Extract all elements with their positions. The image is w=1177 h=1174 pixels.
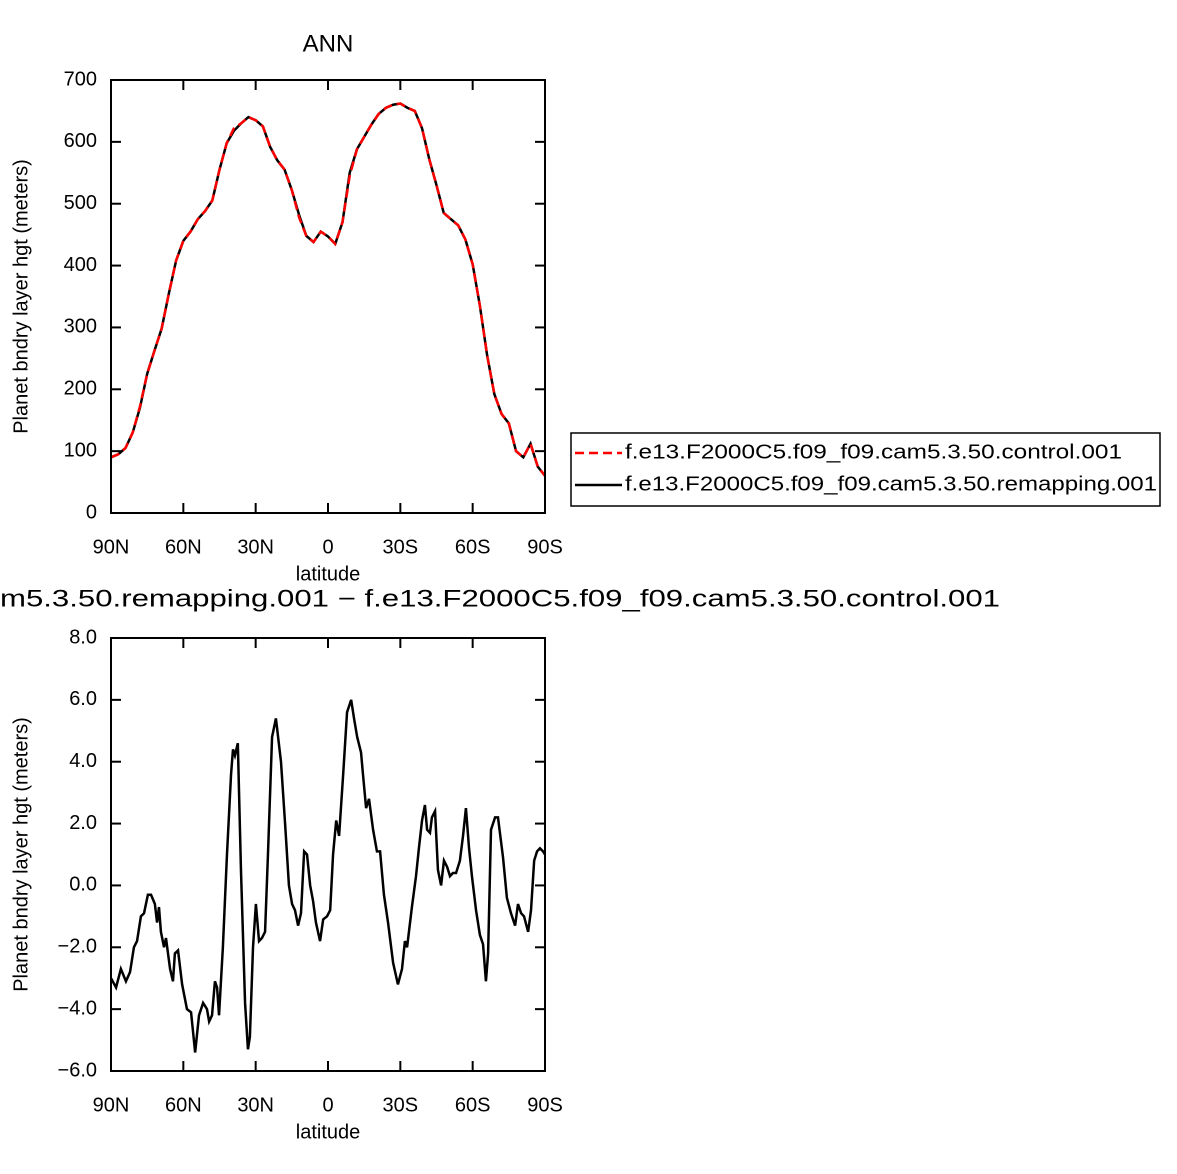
y-tick-label: 2.0	[69, 812, 97, 834]
x-tick-label: 90S	[527, 536, 563, 558]
legend-box	[570, 432, 1161, 507]
y-tick-label: 100	[64, 439, 97, 461]
y-tick-label: 200	[64, 378, 97, 400]
legend-label: f.e13.F2000C5.f09_f09.cam5.3.50.remappin…	[625, 473, 1157, 495]
y-tick-label: 700	[64, 68, 97, 90]
plot-frame	[110, 637, 546, 1072]
x-tick-label: 30N	[237, 1094, 274, 1116]
y-tick-label: 6.0	[69, 688, 97, 710]
x-tick-label: 60S	[455, 1094, 491, 1116]
y-tick-label: 300	[64, 316, 97, 338]
x-tick-label: 30N	[237, 536, 274, 558]
x-tick-label: 90N	[93, 536, 130, 558]
y-tick-label: 600	[64, 130, 97, 152]
legend-label: f.e13.F2000C5.f09_f09.cam5.3.50.control.…	[625, 441, 1122, 463]
data-line	[110, 102, 546, 477]
y-tick-label: 0	[86, 501, 97, 523]
plot-frame	[110, 79, 546, 514]
x-tick-label: 0	[322, 1094, 333, 1116]
x-tick-label: 60N	[165, 1094, 202, 1116]
y-tick-label: −4.0	[58, 997, 97, 1019]
x-tick-label: 0	[322, 536, 333, 558]
x-tick-label: 30S	[383, 536, 419, 558]
chart-title: ANN	[303, 30, 354, 57]
y-tick-label: 4.0	[69, 750, 97, 772]
x-tick-label: 90N	[93, 1094, 130, 1116]
y-tick-label: −6.0	[58, 1059, 97, 1081]
x-axis-label: latitude	[296, 563, 361, 585]
data-line	[110, 102, 546, 477]
y-tick-label: 0.0	[69, 874, 97, 896]
y-tick-label: 400	[64, 254, 97, 276]
y-tick-label: 8.0	[69, 626, 97, 648]
y-tick-label: −2.0	[58, 936, 97, 958]
x-tick-label: 90S	[527, 1094, 563, 1116]
x-tick-label: 30S	[383, 1094, 419, 1116]
data-line	[109, 699, 547, 1053]
y-axis-label: Planet bndry layer hgt (meters)	[10, 717, 32, 992]
y-tick-label: 500	[64, 192, 97, 214]
x-tick-label: 60N	[165, 536, 202, 558]
chart-title: m5.3.50.remapping.001 − f.e13.F2000C5.f0…	[0, 585, 1000, 612]
x-tick-label: 60S	[455, 536, 491, 558]
y-axis-label: Planet bndry layer hgt (meters)	[10, 159, 32, 434]
x-axis-label: latitude	[296, 1121, 361, 1143]
